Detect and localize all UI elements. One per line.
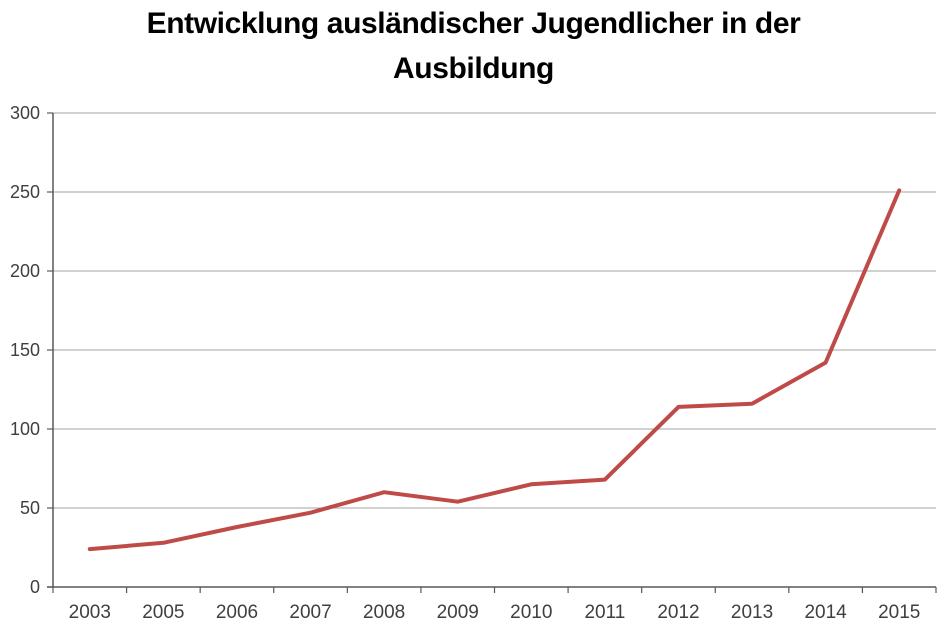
- y-axis-label: 150: [10, 340, 40, 360]
- chart-title-line-1: Entwicklung ausländischer Jugendlicher i…: [146, 7, 801, 40]
- x-axis-label: 2014: [804, 602, 847, 623]
- x-axis-label: 2008: [363, 602, 405, 623]
- x-axis-label: 2013: [731, 602, 773, 623]
- y-axis-label: 200: [10, 261, 40, 281]
- x-axis-label: 2007: [289, 602, 331, 623]
- x-axis-label: 2006: [216, 602, 258, 623]
- chart-title: Entwicklung ausländischer Jugendlicher i…: [0, 1, 947, 91]
- y-axis-label: 250: [10, 182, 40, 202]
- x-axis-label: 2015: [878, 602, 920, 623]
- series-group: [87, 188, 902, 552]
- gridlines: [53, 112, 936, 509]
- y-axis-label: 300: [10, 103, 40, 123]
- axes: [47, 113, 936, 588]
- series-line: [87, 188, 902, 552]
- y-axis-label: 0: [30, 577, 40, 597]
- x-axis-labels: 2003 2005 2006 2007 2008 2009 2010 2011 2012 2013…: [69, 602, 921, 623]
- axis-ticks: [47, 112, 937, 593]
- x-axis-label: 2009: [437, 602, 479, 623]
- chart-title-line-2: Ausbildung: [393, 52, 554, 85]
- y-axis-label: 50: [20, 498, 40, 518]
- x-axis-label: 2003: [69, 602, 111, 623]
- x-axis-label: 2012: [657, 602, 699, 623]
- x-axis-label: 2010: [510, 602, 552, 623]
- y-axis-labels: 0 50 100 150 200 250 300: [10, 103, 40, 597]
- x-axis-label: 2011: [584, 602, 625, 623]
- x-axis-label: 2005: [142, 602, 184, 623]
- y-axis-label: 100: [10, 419, 40, 439]
